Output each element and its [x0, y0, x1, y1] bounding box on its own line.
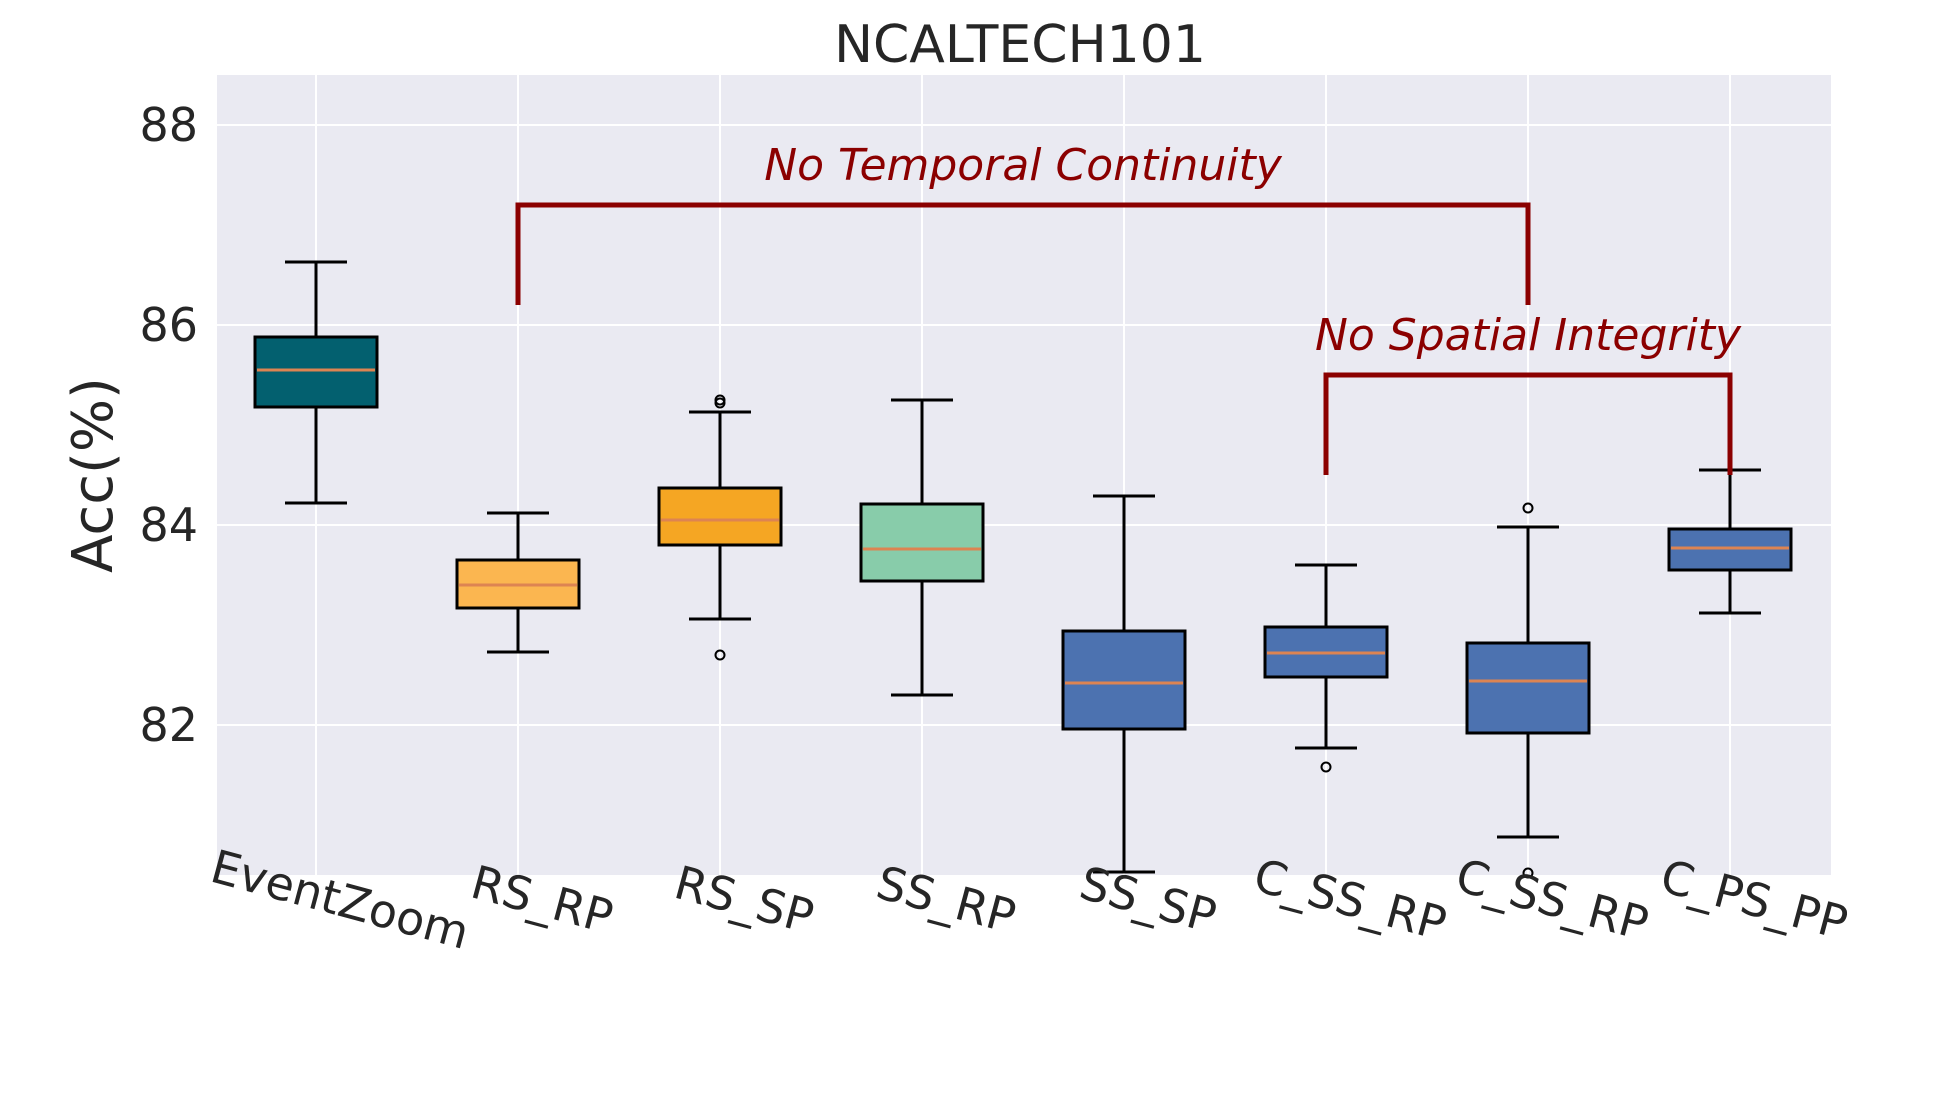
- chart-title: NCALTECH101: [834, 15, 1206, 75]
- y-tick-label-0: 82: [139, 698, 198, 752]
- box-0: [253, 260, 379, 505]
- annotation-text: No Temporal Continuity: [764, 140, 1283, 191]
- box-1: [455, 511, 581, 654]
- annotation-bracket: [1323, 372, 1733, 475]
- y-axis-label: Acc(%): [61, 377, 126, 573]
- box-6: [1465, 502, 1591, 879]
- box-3: [859, 398, 985, 697]
- annotation-1: No Spatial Integrity: [1315, 310, 1742, 475]
- box-body: [859, 502, 985, 583]
- boxes-layer: [253, 260, 1793, 879]
- box-body: [657, 486, 783, 547]
- annotation-0: No Temporal Continuity: [515, 140, 1531, 305]
- y-tick-labels: 82 84 86 88: [139, 98, 198, 752]
- y-tick-label-3: 88: [139, 98, 198, 152]
- box-4: [1061, 494, 1187, 874]
- y-tick-label-1: 84: [139, 498, 198, 552]
- flier-point: [714, 649, 726, 661]
- box-7: [1667, 468, 1793, 615]
- flier-point: [1522, 502, 1534, 514]
- plot-background: [217, 75, 1831, 875]
- annotation-bracket: [515, 202, 1531, 305]
- flier-point: [714, 394, 726, 406]
- box-body: [253, 335, 379, 409]
- annotation-text: No Spatial Integrity: [1315, 310, 1742, 361]
- box-body: [1061, 629, 1187, 731]
- y-tick-label-2: 86: [139, 298, 198, 352]
- annotations-layer: No Temporal Continuity No Spatial Integri…: [515, 140, 1742, 475]
- box-body: [1465, 641, 1591, 735]
- box-2: [657, 394, 783, 661]
- flier-point: [1522, 867, 1534, 879]
- box-5: [1263, 563, 1389, 773]
- flier-point: [1320, 761, 1332, 773]
